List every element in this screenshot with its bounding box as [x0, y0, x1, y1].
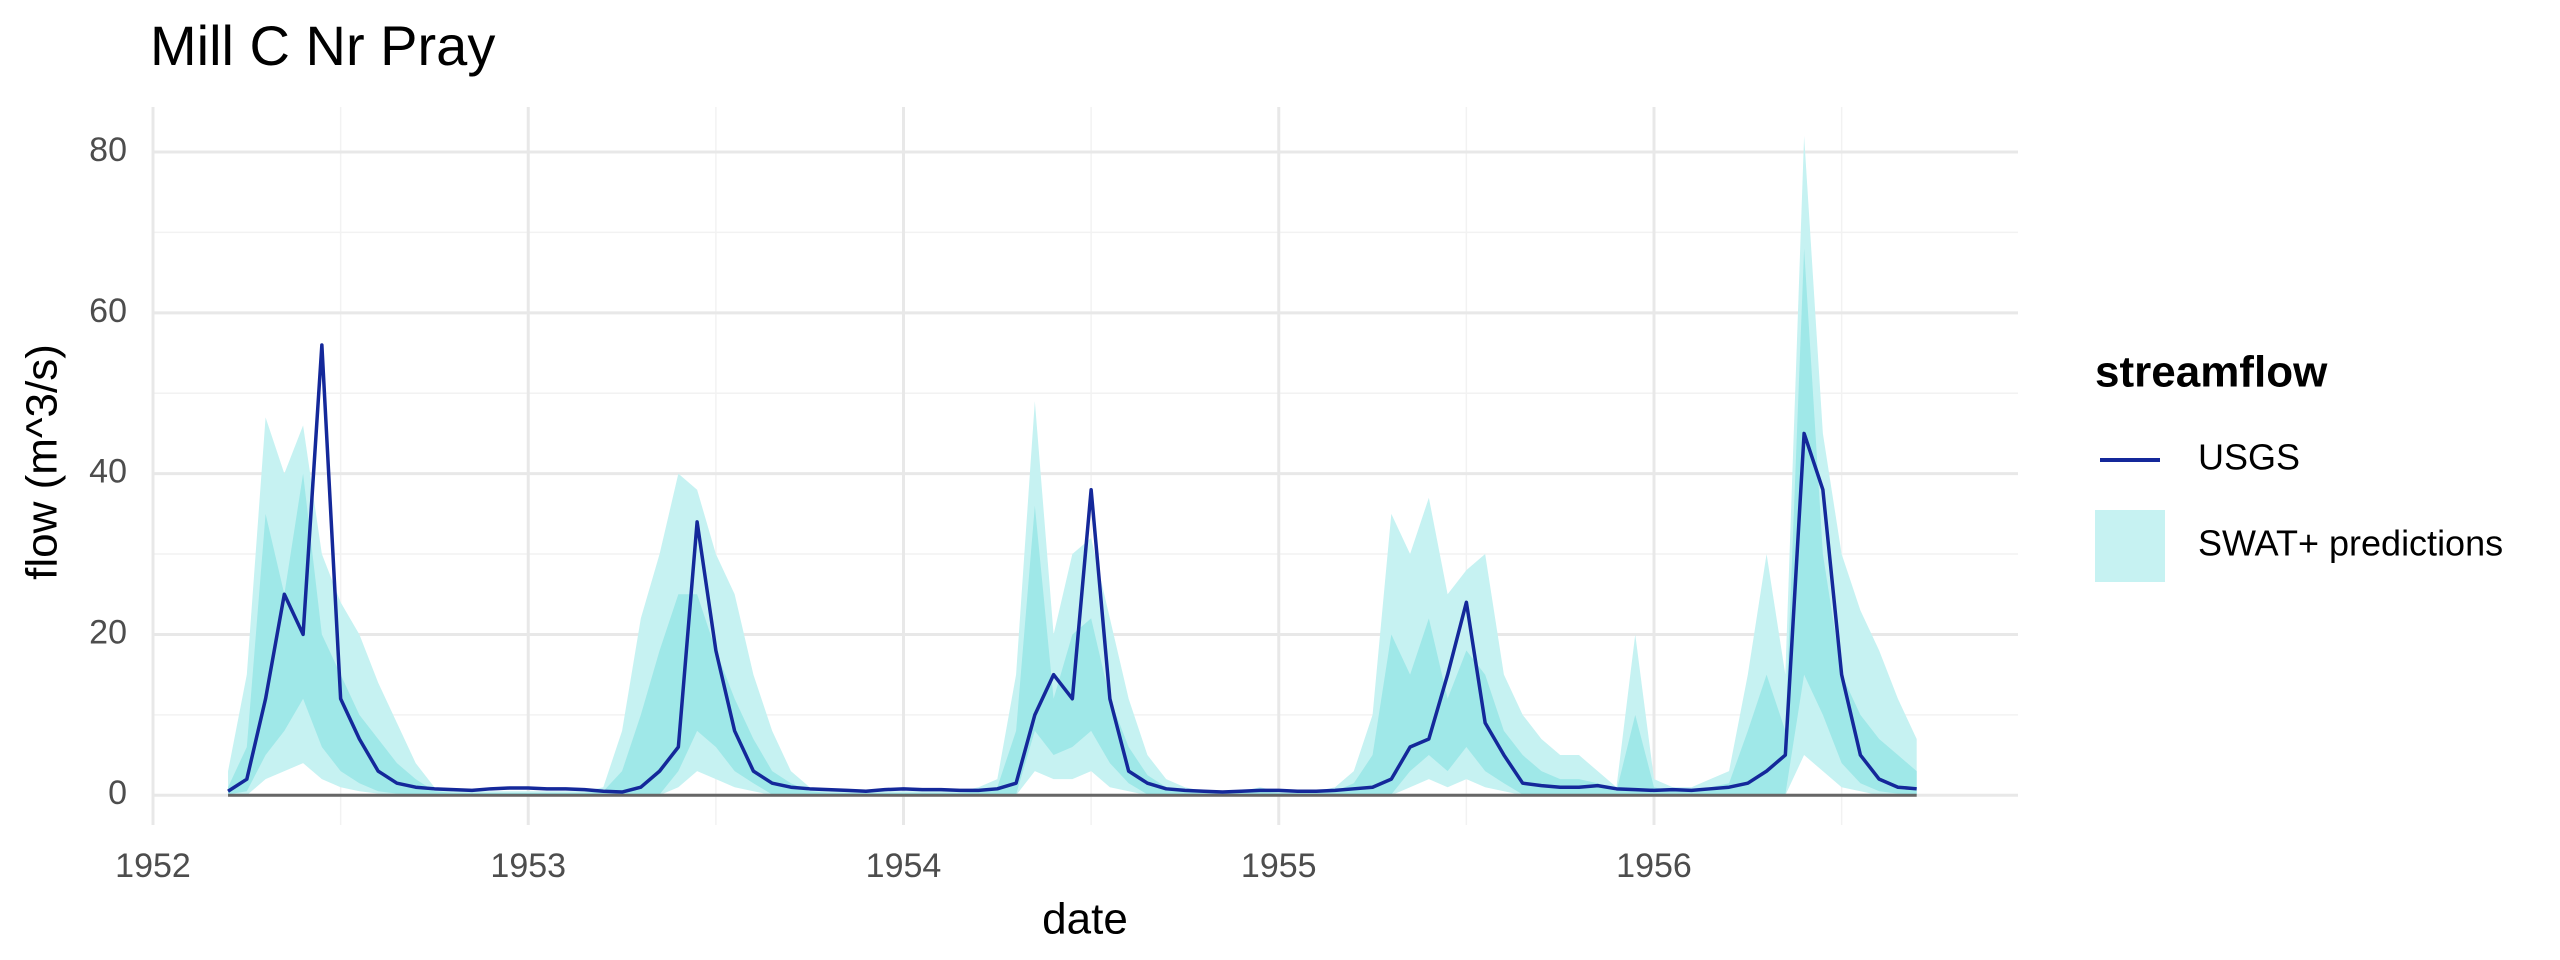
prediction-band-inner: [228, 248, 1917, 795]
x-tick-label: 1955: [1241, 847, 1317, 885]
y-tick-label: 20: [89, 613, 127, 651]
x-tick-label: 1956: [1616, 847, 1692, 885]
y-tick-label: 80: [89, 131, 127, 169]
legend-title: streamflow: [2095, 348, 2328, 397]
y-axis-label: flow (m^3/s): [18, 344, 67, 580]
usgs-line: [227, 343, 1917, 794]
legend-swatch: [2095, 510, 2165, 582]
x-axis-label: date: [1042, 895, 1128, 944]
x-tick-label: 1952: [115, 847, 191, 885]
y-tick-label: 40: [89, 453, 127, 491]
prediction-band-outer: [228, 135, 1917, 796]
legend-label: SWAT+ predictions: [2198, 523, 2503, 564]
y-tick-label: 0: [108, 774, 127, 812]
x-tick-label: 1954: [866, 847, 942, 885]
chart-title: Mill C Nr Pray: [150, 14, 495, 77]
legend-label: USGS: [2198, 437, 2300, 478]
y-tick-label: 60: [89, 292, 127, 330]
x-tick-label: 1953: [490, 847, 566, 885]
